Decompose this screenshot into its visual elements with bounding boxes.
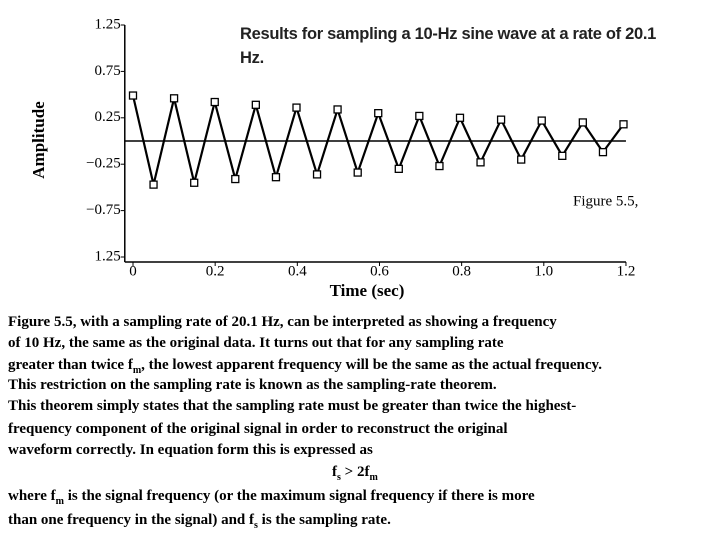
y-tick-label: −0.75: [86, 202, 121, 218]
text-run: f: [332, 464, 337, 480]
text-line: This restriction on the sampling rate is…: [8, 377, 497, 394]
marker: [374, 109, 383, 118]
text-line: frequency component of the original sign…: [8, 421, 508, 438]
y-tick-label: 1.25: [95, 16, 121, 32]
subscript: m: [55, 496, 64, 507]
marker: [312, 170, 322, 179]
text-run: is the signal frequency (or the maximum …: [63, 488, 535, 504]
marker: [190, 178, 199, 187]
chart: Figure 5.5, Amplitude Time (sec) 1.25 0.7…: [29, 16, 639, 300]
y-tick-label: 0.25: [95, 109, 121, 125]
text-line: fs > 2fm: [332, 464, 378, 483]
annotation: Figure 5.5,: [573, 193, 638, 209]
text-run: than one frequency in the signal) and f: [8, 512, 255, 528]
marker: [435, 161, 444, 171]
x-tick-label: 0: [129, 263, 137, 279]
text-line: Figure 5.5, with a sampling rate of 20.1…: [8, 314, 557, 331]
text-run: where f: [8, 488, 56, 504]
chart-title: Results for sampling a 10-Hz sine wave a…: [240, 25, 657, 67]
marker: [394, 164, 403, 173]
text-run: waveform correctly. In equation form thi…: [8, 442, 373, 458]
text-run: is the sampling rate.: [257, 512, 391, 528]
y-tick-label: 0.75: [95, 63, 121, 79]
text-run: This theorem simply states that the samp…: [8, 398, 577, 414]
marker: [353, 168, 362, 177]
marker: [517, 155, 526, 164]
text-run: greater than twice f: [8, 357, 133, 373]
data-line: [131, 95, 625, 185]
x-tick-label: 0.4: [288, 263, 307, 279]
text-line: of 10 Hz, the same as the original data.…: [8, 335, 504, 352]
marker: [415, 111, 424, 121]
subscript: s: [337, 472, 341, 483]
marker: [251, 100, 260, 109]
marker: [128, 91, 138, 100]
subscript: m: [132, 365, 142, 376]
y-tick-label: 1.25: [95, 248, 121, 264]
x-tick-label: 0.8: [452, 263, 471, 279]
subscript: s: [254, 520, 258, 531]
text-line: This theorem simply states that the samp…: [8, 398, 576, 415]
text-line: waveform correctly. In equation form thi…: [8, 442, 373, 459]
marker: [598, 147, 608, 157]
marker: [333, 105, 342, 114]
marker: [578, 118, 587, 127]
marker: [455, 113, 465, 122]
marker: [537, 116, 546, 125]
marker: [271, 173, 281, 182]
x-axis-label: Time (sec): [330, 281, 405, 300]
y-tick-label: −0.25: [86, 156, 121, 172]
subscript: m: [369, 472, 378, 483]
x-tick-label: 1.0: [534, 263, 553, 279]
text-run: frequency component of the original sign…: [8, 421, 508, 437]
marker: [292, 103, 301, 112]
marker: [231, 174, 240, 184]
marker: [149, 180, 158, 189]
text-line: greater than twice fm, the lowest appare…: [8, 357, 602, 376]
text-run: This restriction on the sampling rate is…: [8, 377, 497, 393]
x-tick-label: 0.2: [206, 263, 225, 279]
y-axis-label: Amplitude: [29, 101, 48, 179]
x-tick-label: 0.6: [370, 263, 389, 279]
text-run: , the lowest apparent frequency will be …: [141, 357, 602, 373]
marker: [496, 115, 506, 124]
marker: [169, 94, 179, 103]
marker: [476, 158, 485, 167]
marker: [619, 120, 628, 129]
text-run: Figure 5.5, with a sampling rate of 20.1…: [8, 314, 557, 330]
x-tick-label: 1.2: [617, 263, 636, 279]
text-run: of 10 Hz, the same as the original data.…: [8, 335, 504, 351]
marker: [558, 151, 567, 160]
text-line: where fm is the signal frequency (or the…: [8, 488, 535, 507]
text-line: than one frequency in the signal) and fs…: [8, 512, 391, 531]
text-run: > 2f: [340, 464, 370, 480]
marker: [210, 97, 219, 107]
